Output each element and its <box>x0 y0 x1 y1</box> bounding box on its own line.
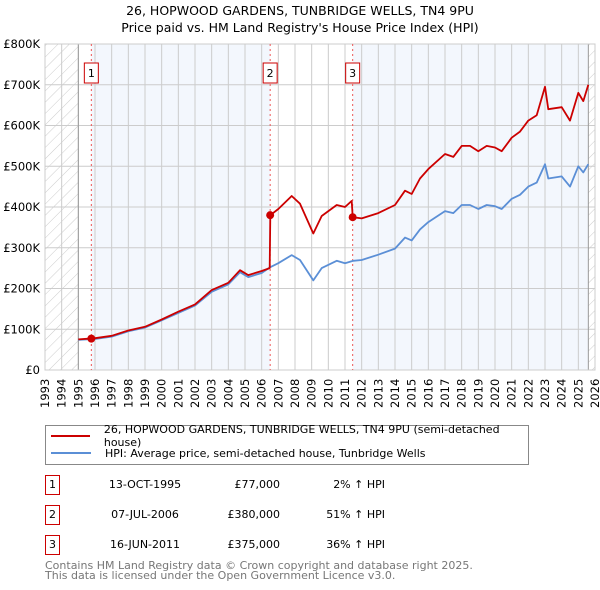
sale-row: 1 13-OCT-1995 £77,000 2% ↑ HPI <box>45 475 445 497</box>
x-tick-label: 2025 <box>571 379 585 408</box>
sale-hpi-diff: 36% ↑ HPI <box>326 538 385 551</box>
sale-hpi-diff: 51% ↑ HPI <box>326 508 385 521</box>
x-tick-label: 2017 <box>438 379 452 408</box>
x-tick-label: 2022 <box>521 379 535 408</box>
y-tick-label: £500K <box>3 159 40 173</box>
x-tick-label: 1993 <box>38 379 52 408</box>
sale-point <box>266 211 275 220</box>
x-tick-label: 2008 <box>288 379 302 408</box>
footer: Contains HM Land Registry data © Crown c… <box>45 559 473 582</box>
title-line-1: 26, HOPWOOD GARDENS, TUNBRIDGE WELLS, TN… <box>126 3 474 18</box>
sale-price: £380,000 <box>227 508 281 521</box>
x-tick-label: 1995 <box>71 379 85 408</box>
sale-label-box <box>345 62 361 84</box>
legend-item-property: 26, HOPWOOD GARDENS, TUNBRIDGE WELLS, TN… <box>46 423 528 449</box>
footer-licence: This data is licensed under the Open Gov… <box>45 569 396 582</box>
title-line-2: Price paid vs. HM Land Registry's House … <box>121 20 479 35</box>
legend-label: HPI: Average price, semi-detached house,… <box>105 446 426 460</box>
x-tick-label: 2013 <box>371 379 385 408</box>
y-tick-label: £100K <box>3 322 40 336</box>
footer-copyright: Contains HM Land Registry data © Crown c… <box>45 559 473 572</box>
x-tick-label: 1997 <box>105 379 119 408</box>
sale-hpi-diff: 2% ↑ HPI <box>333 478 385 491</box>
legend: 26, HOPWOOD GARDENS, TUNBRIDGE WELLS, TN… <box>45 423 529 465</box>
x-tick-label: 2002 <box>188 379 202 408</box>
legend-swatch-red <box>51 435 90 437</box>
legend-label: 26, HOPWOOD GARDENS, TUNBRIDGE WELLS, TN… <box>103 423 500 449</box>
sale-label-box <box>83 62 99 84</box>
sale-point <box>87 334 96 343</box>
sale-label: 3 <box>349 67 356 80</box>
x-tick-label: 2012 <box>355 379 369 408</box>
sale-price: £375,000 <box>227 538 281 551</box>
plot-border <box>44 43 596 371</box>
x-tick-label: 2024 <box>555 379 569 408</box>
sale-price: £77,000 <box>234 478 281 491</box>
sale-date: 16-JUN-2011 <box>109 538 181 551</box>
price-chart: 1993 1994 1995 1996 1997 1998 1999 2000 2001 2002… <box>3 37 600 408</box>
sale-label-box <box>262 62 278 84</box>
y-tick-label: £300K <box>3 241 40 255</box>
sale-row: 2 07-JUL-2006 £380,000 51% ↑ HPI <box>45 505 445 527</box>
y-tick-label: £700K <box>3 78 40 92</box>
chart-title: 26, HOPWOOD GARDENS, TUNBRIDGE WELLS, TN… <box>0 2 600 36</box>
x-tick-label: 2026 <box>588 379 600 408</box>
sale-label: 2 <box>267 67 274 80</box>
x-tick-label: 2005 <box>238 379 252 408</box>
x-tick-label: 2001 <box>171 379 185 408</box>
y-tick-label: £400K <box>3 200 40 214</box>
x-tick-label: 2011 <box>338 379 352 408</box>
x-tick-label: 2010 <box>321 379 335 408</box>
x-tick-label: 2023 <box>538 379 552 408</box>
x-tick-label: 2015 <box>405 379 419 408</box>
sale-date: 07-JUL-2006 <box>111 508 179 521</box>
y-tick-label: £600K <box>3 119 40 133</box>
x-tick-label: 2006 <box>255 379 269 408</box>
x-tick-label: 1994 <box>55 379 69 408</box>
sale-row: 3 16-JUN-2011 £375,000 36% ↑ HPI <box>45 535 445 557</box>
y-tick-label: £800K <box>3 37 40 51</box>
legend-swatch-blue <box>51 452 91 454</box>
x-tick-label: 1996 <box>88 379 102 408</box>
hpi-line <box>78 163 590 341</box>
sale-number-badge: 3 <box>45 535 60 555</box>
x-tick-label: 2009 <box>305 379 319 408</box>
x-tick-label: 2018 <box>455 379 469 408</box>
y-tick-label: £200K <box>3 282 40 296</box>
sale-point <box>348 213 357 222</box>
x-tick-label: 2003 <box>205 379 219 408</box>
x-tick-label: 2019 <box>471 379 485 408</box>
x-tick-label: 2007 <box>271 379 285 408</box>
sale-number-badge: 2 <box>45 505 60 525</box>
x-tick-label: 2000 <box>155 379 169 408</box>
property-price-line <box>78 84 590 341</box>
sale-date: 13-OCT-1995 <box>108 478 182 491</box>
sale-label: 1 <box>88 67 95 80</box>
x-tick-label: 2014 <box>388 379 402 408</box>
x-tick-label: 2016 <box>421 379 435 408</box>
x-tick-label: 2004 <box>221 379 235 408</box>
x-tick-label: 2020 <box>488 379 502 408</box>
x-tick-label: 1998 <box>121 379 135 408</box>
y-tick-label: £0 <box>25 363 40 377</box>
x-tick-label: 1999 <box>138 379 152 408</box>
x-tick-label: 2021 <box>505 379 519 408</box>
legend-item-hpi: HPI: Average price, semi-detached house,… <box>46 445 426 461</box>
sale-number-badge: 1 <box>45 475 60 495</box>
